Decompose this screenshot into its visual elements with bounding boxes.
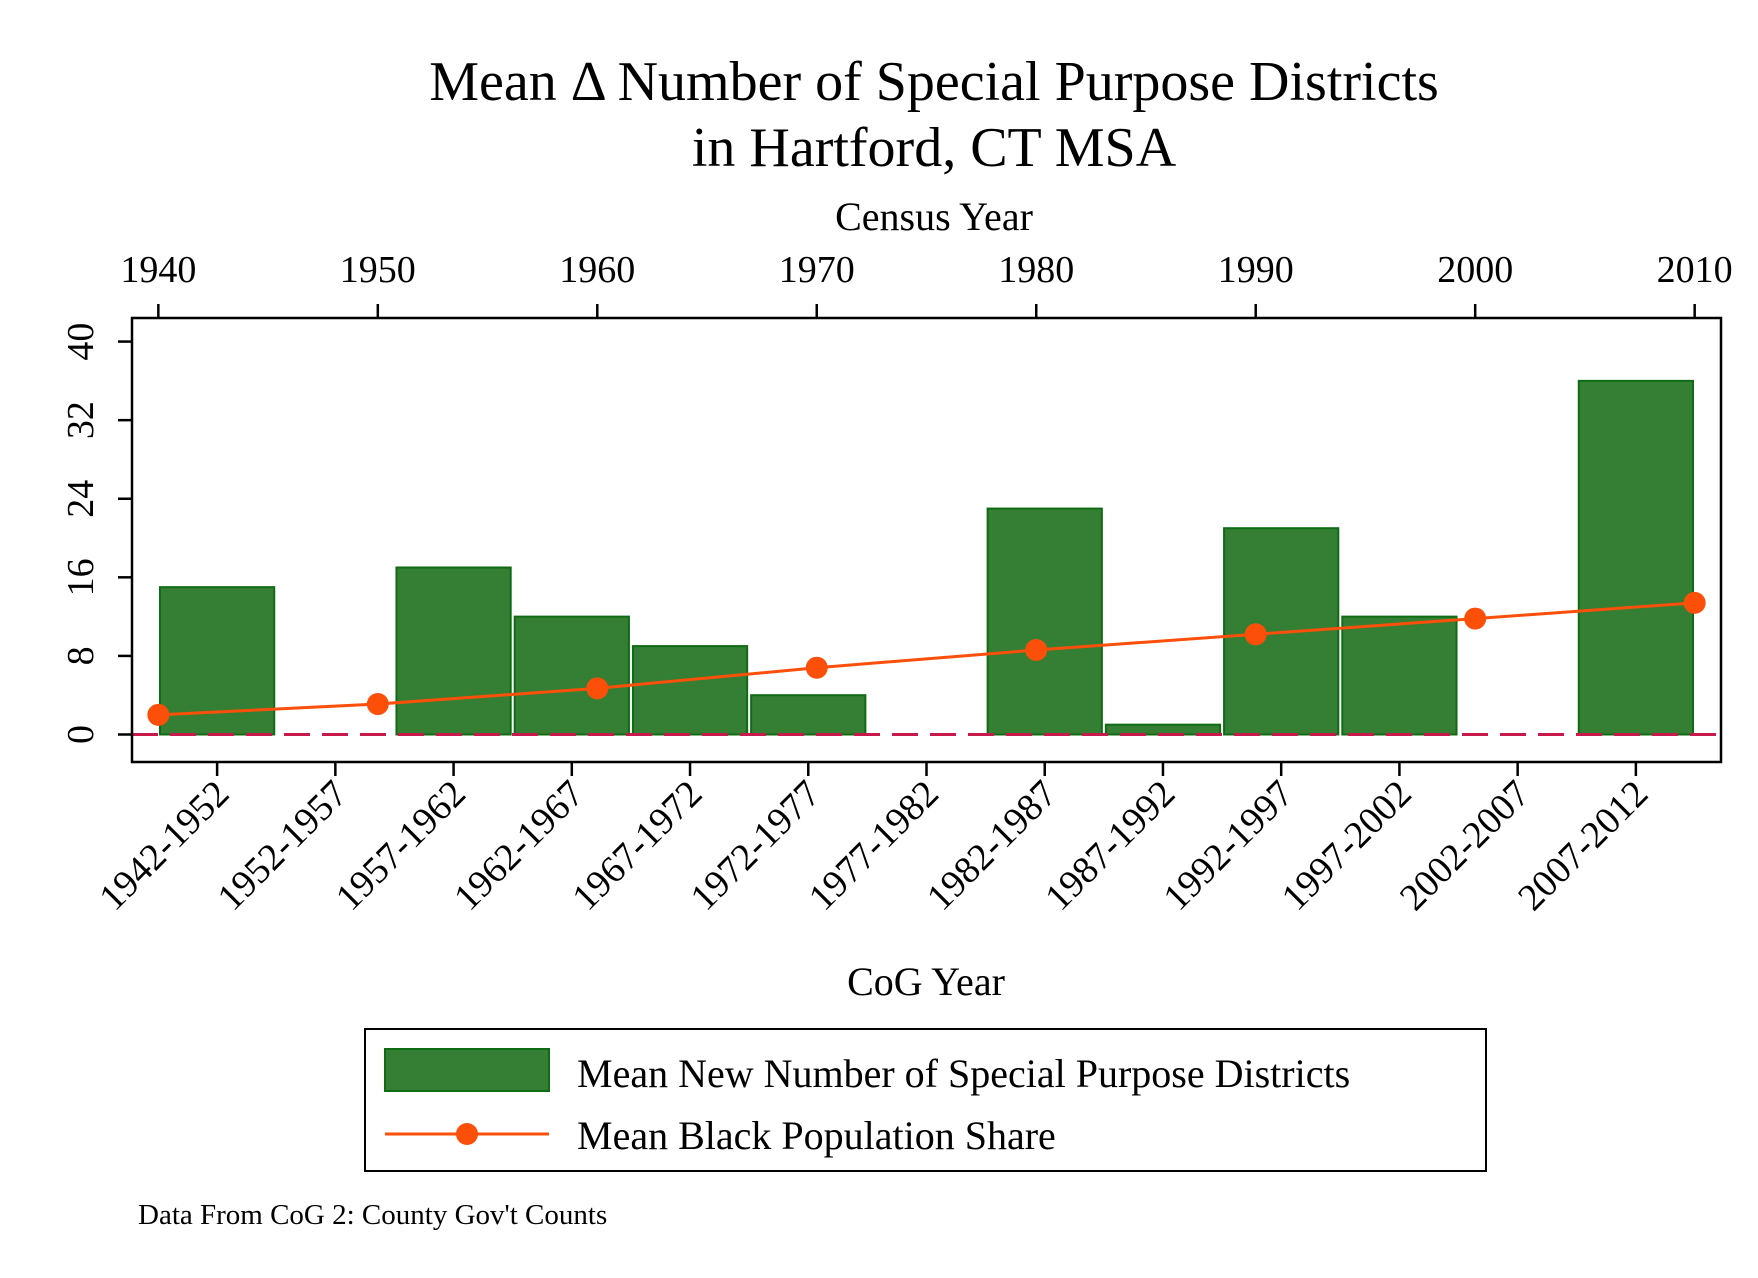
bar-1957-1962 — [395, 566, 512, 736]
category-label: 1987-1992 — [1037, 773, 1183, 919]
bar-1962-1967 — [513, 615, 630, 736]
bottom-axis-title: CoG Year — [847, 959, 1005, 1004]
category-label: 1957-1962 — [328, 773, 474, 919]
legend-box — [364, 1028, 1487, 1172]
chart-title-line-2: in Hartford, CT MSA — [692, 117, 1177, 179]
black-population-share-line — [158, 601, 1695, 717]
category-label: 1997-2002 — [1274, 773, 1420, 919]
bar-2007-2012 — [1577, 379, 1695, 736]
bottom-axis: 1942-19521952-19571957-19621962-19671967… — [91, 762, 1656, 919]
point-1950 — [366, 693, 389, 716]
bar-1967-1972 — [631, 645, 749, 736]
category-label: 1952-1957 — [210, 773, 356, 919]
category-label: 1977-1982 — [801, 773, 947, 919]
point-1940 — [147, 703, 170, 726]
y-tick-label: 32 — [60, 401, 102, 439]
plot-area — [130, 316, 1723, 764]
legend-bar-swatch — [384, 1048, 550, 1092]
top-axis: 1940 1950 1960 1970 1980 1990 2000 2010 — [120, 249, 1733, 318]
line-series — [147, 591, 1706, 726]
point-2000 — [1464, 607, 1487, 630]
y-axis: 0 8 16 24 32 40 — [60, 323, 132, 744]
y-tick-label: 0 — [60, 725, 102, 744]
bar-series — [159, 379, 1695, 736]
legend: Mean New Number of Special Purpose Distr… — [364, 1028, 1487, 1172]
point-1970 — [805, 656, 828, 679]
legend-line-marker — [456, 1123, 478, 1145]
bar-1972-1977 — [750, 694, 867, 736]
legend-line-label: Mean Black Population Share — [577, 1113, 1056, 1158]
top-tick-label: 2010 — [1657, 249, 1733, 291]
point-1990 — [1244, 623, 1267, 646]
top-tick-label: 1950 — [340, 249, 416, 291]
point-1960 — [586, 677, 609, 700]
top-tick-label: 1980 — [998, 249, 1074, 291]
chart-title: Mean Δ Number of Special Purpose Distric… — [429, 51, 1439, 179]
top-tick-label: 1940 — [120, 249, 196, 291]
bar-1997-2002 — [1341, 615, 1458, 736]
y-tick-label: 24 — [60, 480, 102, 518]
top-tick-label: 1960 — [559, 249, 635, 291]
top-tick-label: 1990 — [1218, 249, 1294, 291]
chart-title-line-1: Mean Δ Number of Special Purpose Distric… — [429, 51, 1439, 113]
data-source-note: Data From CoG 2: County Gov't Counts — [138, 1199, 607, 1231]
category-label: 1962-1967 — [446, 773, 592, 919]
category-label: 1992-1997 — [1155, 773, 1301, 919]
point-1980 — [1025, 639, 1048, 662]
point-2010 — [1683, 591, 1706, 614]
y-tick-label: 40 — [60, 323, 102, 361]
category-label: 2002-2007 — [1392, 773, 1538, 919]
y-tick-label: 16 — [60, 558, 102, 596]
category-label: 2007-2012 — [1510, 773, 1656, 919]
plot-frame — [130, 316, 1723, 764]
y-tick-label: 8 — [60, 646, 102, 665]
category-label: 1942-1952 — [91, 773, 237, 919]
category-label: 1967-1972 — [564, 773, 710, 919]
category-label: 1982-1987 — [919, 773, 1065, 919]
top-tick-label: 2000 — [1437, 249, 1513, 291]
legend-bar-label: Mean New Number of Special Purpose Distr… — [577, 1051, 1350, 1096]
top-tick-label: 1970 — [779, 249, 855, 291]
category-label: 1972-1977 — [683, 773, 829, 919]
bar-1982-1987 — [986, 507, 1103, 736]
top-axis-title: Census Year — [835, 194, 1033, 239]
